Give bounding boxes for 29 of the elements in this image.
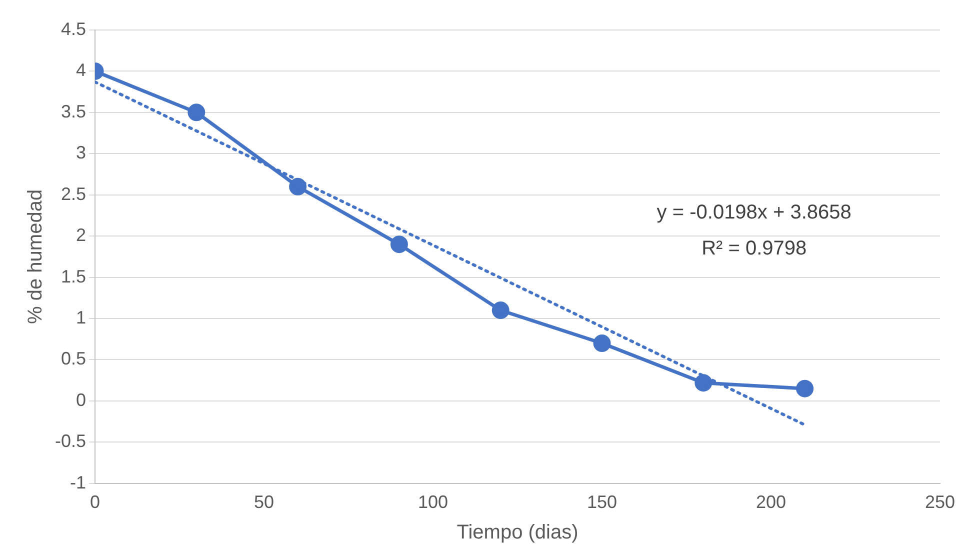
y-tick-label: 1.5 bbox=[60, 266, 86, 286]
x-tick-label: 100 bbox=[418, 492, 448, 512]
x-axis-title: Tiempo (dias) bbox=[456, 522, 578, 544]
annotation: R² = 0.9798 bbox=[702, 238, 807, 260]
point bbox=[593, 334, 611, 352]
point bbox=[188, 104, 206, 122]
x-tick-label: 200 bbox=[756, 492, 786, 512]
x-tick-label: 250 bbox=[924, 492, 956, 512]
y-tick-label: 2.5 bbox=[60, 184, 86, 204]
y-tick-label: 2 bbox=[76, 225, 86, 246]
point bbox=[289, 178, 307, 196]
y-tick-label: -0.5 bbox=[54, 431, 86, 452]
point bbox=[492, 302, 510, 320]
point bbox=[694, 374, 712, 392]
y-tick-label: 0.5 bbox=[60, 348, 86, 369]
y-tick-label: 0 bbox=[76, 390, 86, 410]
x-tick-label: 50 bbox=[254, 492, 274, 512]
y-tick-label: 4 bbox=[76, 60, 86, 80]
y-tick-label: 3.5 bbox=[60, 101, 86, 122]
y-tick-label: 3 bbox=[76, 142, 86, 163]
point bbox=[390, 236, 408, 254]
point bbox=[796, 380, 814, 398]
y-tick-label: -1 bbox=[70, 472, 86, 492]
x-tick-label: 0 bbox=[90, 492, 100, 512]
y-axis-title: % de humedad bbox=[24, 189, 47, 324]
x-tick-label: 150 bbox=[586, 492, 618, 512]
y-tick-label: 1 bbox=[76, 307, 86, 328]
annotation: y = -0.0198x + 3.8658 bbox=[656, 202, 852, 224]
y-tick-label: 4.5 bbox=[60, 18, 86, 39]
